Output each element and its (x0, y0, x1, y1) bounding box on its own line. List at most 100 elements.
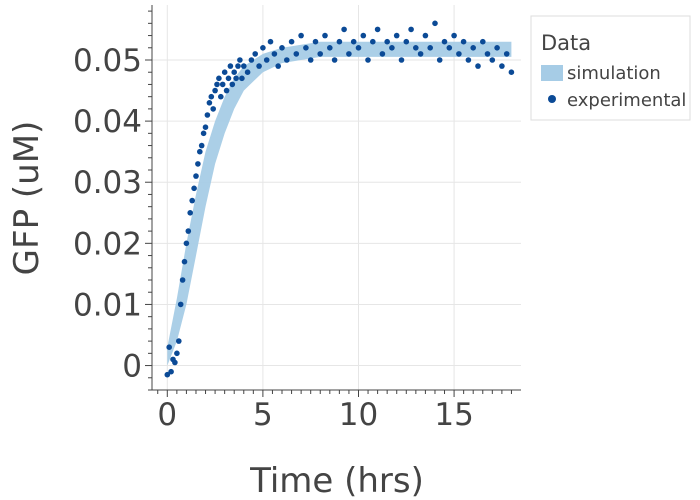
experimental-point (227, 63, 234, 69)
experimental-point (189, 197, 195, 204)
legend-label-simulation: simulation (567, 63, 661, 84)
experimental-point (248, 57, 255, 63)
experimental-point (470, 45, 477, 51)
x-tick-label-15: 15 (434, 397, 473, 433)
experimental-point (288, 38, 295, 45)
experimental-point (263, 57, 270, 63)
x-axis-title: Time (hrs) (249, 461, 424, 500)
y-tick-label-0: 0 (122, 349, 142, 385)
experimental-point (312, 38, 319, 45)
experimental-point (284, 57, 290, 63)
experimental-point (231, 69, 237, 75)
experimental-point (331, 57, 338, 63)
experimental-point (403, 38, 410, 45)
experimental-point (214, 81, 220, 88)
experimental-point (267, 38, 274, 45)
experimental-point (237, 57, 243, 63)
experimental-point (465, 57, 472, 63)
axes (151, 5, 521, 391)
experimental-point (239, 75, 245, 82)
experimental-point (393, 32, 400, 39)
experimental-point (303, 45, 309, 51)
y-tick-label-5: 0.05 (73, 43, 142, 79)
experimental-point (275, 63, 282, 69)
y-tick-label-4: 0.04 (73, 104, 142, 140)
experimental-point (489, 57, 496, 63)
experimental-point (176, 338, 182, 344)
experimental-point (204, 112, 211, 118)
y-axis-title: GFP (uM) (7, 121, 47, 276)
experimental-point (379, 51, 386, 57)
experimental-point (218, 93, 224, 100)
experimental-point (252, 51, 258, 57)
experimental-point (346, 51, 352, 57)
experimental-point (355, 45, 362, 51)
experimental-point (233, 75, 239, 82)
experimental-point (191, 185, 197, 192)
experimental-point (494, 45, 500, 51)
experimental-point (317, 51, 324, 57)
experimental-point (219, 81, 226, 88)
experimental-point (327, 45, 333, 51)
experimental-point (279, 45, 285, 51)
experimental-point (221, 69, 228, 75)
experimental-point (441, 38, 448, 45)
experimental-point (422, 32, 429, 39)
experimental-point (260, 45, 266, 51)
simulation-band (167, 41, 512, 366)
experimental-point (365, 57, 371, 63)
experimental-point (413, 45, 419, 51)
experimental-point (480, 38, 486, 45)
legend-swatch-experimental (548, 95, 556, 103)
experimental-point (370, 38, 376, 45)
experimental-point (244, 69, 251, 75)
experimental-point (398, 57, 405, 63)
experimental-point (187, 210, 193, 216)
experimental-point (183, 240, 190, 247)
experimental-point (374, 26, 381, 33)
experimental-point (499, 63, 505, 69)
experimental-point (432, 20, 438, 27)
experimental-point (384, 38, 391, 45)
experimental-point (508, 69, 515, 75)
experimental-point (174, 350, 180, 357)
experimental-point (256, 63, 262, 69)
experimental-point (436, 57, 443, 63)
experimental-point (210, 106, 216, 112)
legend-label-experimental: experimental (567, 90, 686, 111)
experimental-point (341, 26, 347, 33)
tick-marks-and-labels: 0 5 10 15 0 0.01 0.02 0.03 0.04 0.05 (73, 10, 512, 433)
experimental-point (177, 301, 184, 308)
x-tick-label-10: 10 (339, 397, 378, 433)
experimental-point (389, 45, 395, 51)
experimental-point (235, 63, 241, 69)
experimental-point (271, 51, 278, 57)
experimental-point (168, 368, 174, 375)
y-tick-label-3: 0.03 (73, 165, 142, 201)
experimental-point (293, 51, 300, 57)
experimental-point (451, 32, 457, 39)
experimental-point (225, 75, 232, 82)
experimental-point (212, 87, 218, 94)
experimental-point (241, 63, 247, 69)
experimental-point (223, 87, 230, 94)
experimental-point (427, 45, 434, 51)
experimental-point (206, 100, 213, 106)
experimental-point (198, 142, 205, 149)
x-tick-label-0: 0 (157, 397, 177, 433)
experimental-point (484, 51, 491, 57)
experimental-point (298, 32, 304, 39)
experimental-point (307, 57, 314, 63)
x-tick-label-5: 5 (253, 397, 273, 433)
experimental-point (179, 277, 186, 283)
y-tick-label-2: 0.02 (73, 226, 142, 262)
experimental-point (336, 38, 343, 45)
experimental-point (172, 359, 178, 366)
legend-title: Data (541, 31, 591, 55)
experimental-point (503, 51, 510, 57)
legend-swatch-simulation (541, 65, 563, 81)
experimental-point (197, 148, 203, 155)
experimental-point (460, 38, 467, 45)
experimental-point (202, 124, 209, 130)
experimental-point (475, 63, 481, 69)
